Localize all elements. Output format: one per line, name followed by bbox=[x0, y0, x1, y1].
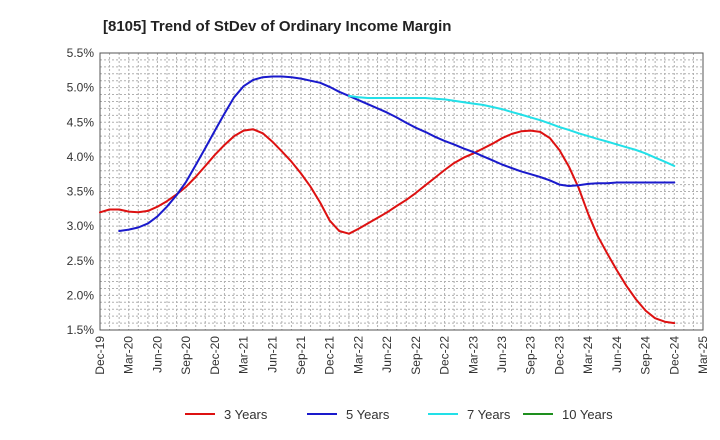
y-tick-label: 2.0% bbox=[67, 288, 95, 302]
x-tick-label: Jun-24 bbox=[610, 336, 624, 373]
legend: 3 Years 5 Years 7 Years 10 Years bbox=[185, 407, 613, 422]
x-tick-label: Mar-21 bbox=[237, 336, 251, 374]
y-tick-label: 5.5% bbox=[67, 46, 95, 60]
series-lines bbox=[99, 75, 676, 325]
x-tick-label: Sep-20 bbox=[179, 336, 193, 375]
x-tick-label: Sep-22 bbox=[409, 336, 423, 375]
y-tick-label: 3.5% bbox=[67, 185, 95, 199]
series-line-7-years bbox=[348, 94, 676, 167]
x-tick-label: Mar-20 bbox=[122, 336, 136, 374]
x-tick-label: Dec-24 bbox=[667, 336, 681, 375]
grid bbox=[100, 53, 703, 330]
legend-label: 5 Years bbox=[346, 407, 390, 422]
x-tick-label: Jun-22 bbox=[380, 336, 394, 373]
legend-label: 7 Years bbox=[467, 407, 511, 422]
legend-label: 3 Years bbox=[224, 407, 268, 422]
y-axis-labels: 1.5% 2.0% 2.5% 3.0% 3.5% 4.0% 4.5% 5.0% 5.5% bbox=[67, 46, 95, 337]
plot-frame bbox=[99, 52, 704, 331]
series-line-3-years bbox=[99, 128, 676, 325]
y-tick-label: 2.5% bbox=[67, 254, 95, 268]
x-tick-label: Sep-23 bbox=[524, 336, 538, 375]
y-tick-label: 5.0% bbox=[67, 81, 95, 95]
x-axis-labels: Dec-19 Mar-20 Jun-20 Sep-20 Dec-20 Mar-21 Jun-… bbox=[93, 336, 710, 375]
x-tick-label: Sep-21 bbox=[294, 336, 308, 375]
series-line-5-years bbox=[118, 75, 676, 232]
x-tick-label: Dec-20 bbox=[208, 336, 222, 375]
x-tick-label: Jun-23 bbox=[495, 336, 509, 373]
x-tick-label: Mar-24 bbox=[581, 336, 595, 374]
legend-label: 10 Years bbox=[562, 407, 613, 422]
x-tick-label: Jun-20 bbox=[150, 336, 164, 373]
x-tick-label: Dec-23 bbox=[552, 336, 566, 375]
y-tick-label: 3.0% bbox=[67, 219, 95, 233]
y-tick-label: 1.5% bbox=[67, 323, 95, 337]
x-tick-label: Mar-25 bbox=[696, 336, 710, 374]
y-tick-label: 4.0% bbox=[67, 150, 95, 164]
y-tick-label: 4.5% bbox=[67, 115, 95, 129]
x-tick-label: Jun-21 bbox=[265, 336, 279, 373]
chart-title: [8105] Trend of StDev of Ordinary Income… bbox=[103, 18, 451, 35]
x-tick-label: Dec-22 bbox=[438, 336, 452, 375]
x-tick-label: Mar-23 bbox=[466, 336, 480, 374]
x-tick-label: Mar-22 bbox=[351, 336, 365, 374]
x-tick-label: Sep-24 bbox=[639, 336, 653, 375]
x-tick-label: Dec-21 bbox=[323, 336, 337, 375]
x-tick-label: Dec-19 bbox=[93, 336, 107, 375]
